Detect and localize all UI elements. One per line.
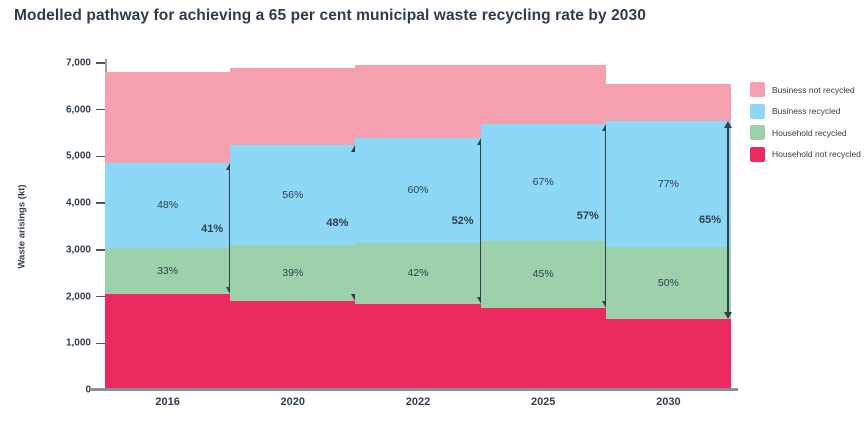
overall-rate-label: 57%: [576, 209, 599, 222]
legend-label: Household not recycled: [772, 149, 861, 159]
bar-segment-business_recycled: [605, 121, 731, 248]
chart-title: Modelled pathway for achieving a 65 per …: [14, 7, 646, 24]
bar-segment-business_not_recycled: [605, 83, 731, 122]
legend-swatch-household_not_recycled: [750, 146, 765, 162]
overall-rate-arrow: [724, 121, 732, 319]
pct-label-household-recycled: 33%: [157, 264, 179, 277]
bar-segment-business_recycled: [230, 144, 356, 246]
y-tick-label: 7,000: [65, 57, 91, 69]
bar-segment-household_recycled: [105, 247, 231, 295]
y-tick-label: 6,000: [65, 104, 91, 116]
bar-segment-business_not_recycled: [480, 65, 606, 124]
pct-label-business-recycled: 56%: [282, 188, 304, 201]
x-tick-label: 2025: [530, 396, 556, 408]
legend-label: Business recycled: [772, 106, 841, 116]
y-tick: [96, 155, 105, 158]
pct-label-business-recycled: 77%: [657, 178, 679, 191]
legend-swatch-business_not_recycled: [750, 82, 765, 97]
pct-label-household-recycled: 45%: [532, 268, 554, 281]
x-axis-line: [90, 388, 738, 391]
x-tick-label: 2020: [280, 396, 306, 408]
bar-segment-business_recycled: [480, 123, 606, 241]
bar-segment-household_recycled: [605, 247, 731, 319]
y-tick: [96, 202, 105, 204]
x-tick-label: 2022: [405, 396, 431, 408]
pct-label-household-recycled: 39%: [282, 267, 304, 280]
pct-label-business-recycled: 60%: [407, 184, 429, 197]
pct-label-business-recycled: 48%: [157, 199, 179, 212]
bar-segment-business_recycled: [355, 137, 481, 243]
y-tick-label: 2,000: [65, 291, 91, 303]
y-tick: [96, 62, 105, 64]
pct-label-household-recycled: 50%: [657, 276, 679, 289]
legend-item: Household recycled: [750, 125, 861, 140]
legend-swatch-household_recycled: [750, 125, 765, 140]
y-tick: [96, 295, 105, 298]
bar-segment-household_recycled: [230, 245, 356, 302]
overall-rate-label: 65%: [698, 213, 721, 226]
legend-label: Household recycled: [772, 127, 847, 138]
y-tick: [96, 249, 105, 251]
x-tick-label: 2016: [155, 396, 180, 408]
y-tick-label: 3,000: [65, 244, 91, 256]
plot-area: 33% 48% 41% 39% 56% 48% 42% 60% 52% 45% 67% 57% 50% 7…: [105, 59, 732, 390]
legend: Business not recycled Business recycled Ho…: [750, 82, 861, 168]
pct-label-business-recycled: 67%: [532, 176, 554, 189]
bar-segment-business_not_recycled: [355, 65, 481, 138]
bar-segment-household_not_recycled: [105, 294, 231, 390]
overall-rate-label: 48%: [326, 216, 349, 229]
bar-segment-household_not_recycled: [230, 301, 356, 390]
y-tick-label: 0: [85, 384, 91, 396]
bar-segment-household_not_recycled: [605, 318, 731, 390]
legend-label: Business not recycled: [772, 84, 855, 95]
bar-segment-business_not_recycled: [230, 67, 356, 145]
x-tick-label: 2030: [656, 396, 681, 408]
bar-segment-household_not_recycled: [355, 303, 481, 390]
y-tick: [96, 342, 105, 345]
y-tick-label: 5,000: [65, 150, 91, 162]
y-tick-label: 1,000: [65, 337, 91, 349]
legend-item: Business not recycled: [750, 82, 861, 97]
y-tick-label: 4,000: [65, 197, 91, 209]
legend-item: Household not recycled: [750, 146, 861, 162]
legend-swatch-business_recycled: [750, 103, 765, 119]
bar-segment-household_recycled: [355, 242, 481, 304]
bar-segment-household_not_recycled: [480, 308, 606, 390]
legend-item: Business recycled: [750, 103, 861, 119]
y-axis: 0 1,000 2,000 3,000 4,000 5,000 6,000 7,000: [0, 58, 105, 396]
bar-segment-business_not_recycled: [105, 72, 231, 164]
y-tick: [96, 108, 105, 111]
overall-rate-label: 41%: [201, 222, 224, 235]
overall-rate-label: 52%: [451, 214, 474, 227]
pct-label-household-recycled: 42%: [407, 267, 429, 280]
x-axis: 2016 2020 2022 2025 2030: [105, 396, 731, 412]
bar-segment-business_recycled: [105, 163, 231, 248]
bar-segment-household_recycled: [480, 240, 606, 309]
